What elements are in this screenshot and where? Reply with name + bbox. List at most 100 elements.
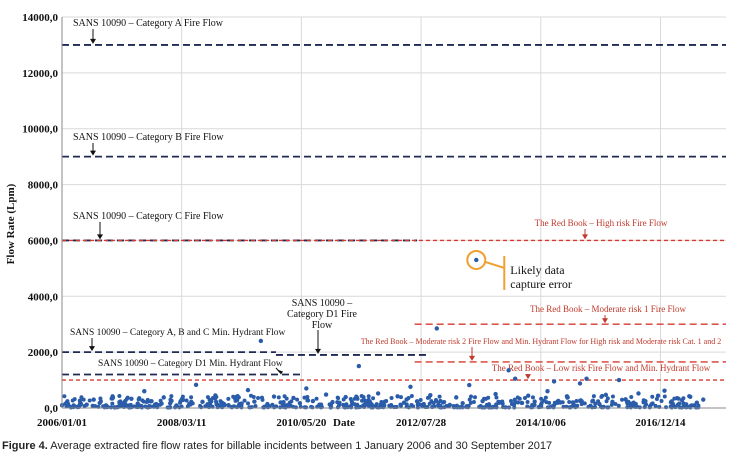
data-point [474,257,479,263]
data-point [509,402,514,407]
data-point [619,397,624,402]
reference-label: SANS 10090 – Category D1 Min. Hydrant Fl… [98,359,283,369]
data-point [574,398,579,403]
data-point [234,405,239,410]
data-point [184,398,189,403]
data-point [605,396,610,401]
fire-flow-chart: SANS 10090 – Category A Fire Flow SANS 10… [5,12,726,429]
y-tick-label: 6000,0 [28,235,59,247]
reference-arrowhead [525,374,531,380]
data-point [371,396,376,401]
data-point [552,400,557,405]
reference-arrowhead [582,234,588,240]
data-point [226,396,231,401]
reference-arrowhead [277,369,283,375]
data-point [302,395,307,400]
data-point [259,395,264,400]
data-point [335,395,340,400]
data-point [454,395,459,400]
data-point [493,391,498,397]
reference-arrowhead [315,348,321,354]
data-point [409,393,414,398]
data-point [367,404,372,409]
data-point [643,399,648,404]
data-point [520,401,525,406]
data-point [551,379,557,384]
data-point [343,405,348,410]
data-point [200,399,205,405]
data-point [605,405,610,410]
data-point [579,402,584,407]
data-point [328,405,333,410]
data-point [681,396,686,401]
data-point [610,394,615,399]
data-point [430,405,435,410]
data-point [532,402,537,407]
data-point [556,398,561,403]
data-point [193,382,199,388]
data-point [125,395,130,400]
data-point [672,396,677,401]
data-point [149,399,154,404]
data-point [361,395,366,400]
data-point [64,400,69,405]
data-point [494,402,499,407]
data-point [609,402,614,407]
data-point [82,403,87,408]
data-point [408,384,413,389]
figure-caption: Figure 4. Average extracted fire flow ra… [2,440,730,452]
data-point [117,393,122,398]
data-point [221,401,226,406]
data-point [389,396,394,401]
y-tick-label: 14000,0 [22,12,58,24]
data-point [613,402,618,407]
data-point [265,405,270,410]
data-point [112,405,117,410]
data-point [437,405,442,410]
data-point [528,405,533,410]
data-point [506,405,511,410]
data-point [98,396,103,401]
data-point [288,403,293,408]
reference-label: SANS 10090 – Category A, B and C Min. Hy… [70,328,285,338]
x-tick-label: 2012/07/28 [396,417,447,429]
data-point [258,338,264,344]
data-point [141,399,146,404]
data-point [199,405,204,410]
data-point [167,405,172,410]
data-point [161,395,166,400]
data-point [471,399,476,404]
data-point [662,388,667,393]
data-point [284,396,289,401]
data-point [142,389,147,394]
data-point [253,403,258,408]
data-point [139,405,144,410]
data-point [152,402,157,407]
data-point [503,405,508,410]
data-point [701,397,706,402]
reference-label: SANS 10090 – Category C Fire Flow [73,211,224,222]
data-point [687,394,692,399]
data-point [696,403,701,408]
data-point [544,400,549,405]
data-point [72,397,77,402]
data-point [314,396,319,401]
x-axis-label: Date [333,417,355,429]
data-point [220,405,225,410]
data-point [380,402,385,407]
reference-label: SANS 10090 – Category B Fire Flow [73,132,224,143]
data-point [364,402,369,407]
data-point [319,402,324,407]
x-tick-label: 2014/10/06 [516,417,567,429]
data-point [473,395,478,400]
axes: 0,0 2000,0 4000,0 6000,0 8000,0 10000,0 12000,… [22,12,726,429]
data-point [231,394,236,399]
data-point [522,395,527,400]
x-tick-label: 2008/03/11 [157,417,207,429]
data-point [664,405,669,410]
data-point [560,400,565,405]
data-point [121,404,126,409]
data-point [650,401,655,406]
y-tick-label: 0,0 [44,403,58,415]
